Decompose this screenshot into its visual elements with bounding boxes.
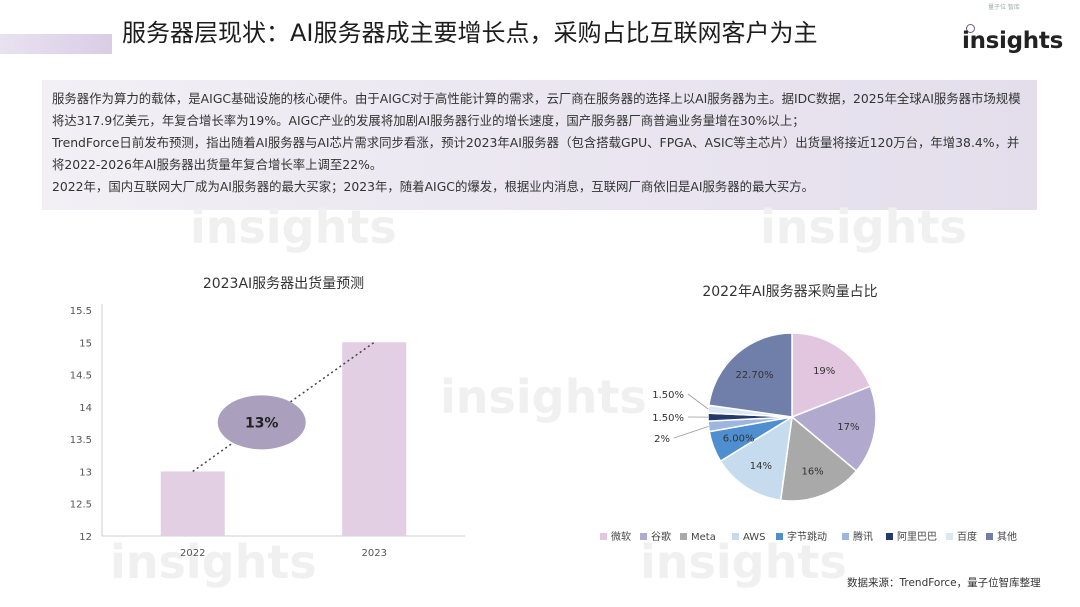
legend-label: 阿里巴巴 — [897, 531, 937, 543]
legend-label: 腾讯 — [853, 530, 873, 543]
legend-swatch — [842, 533, 849, 540]
logo-dot-icon — [966, 24, 975, 33]
bar-2022 — [160, 471, 225, 536]
legend-label: 字节跳动 — [787, 530, 827, 543]
bar-chart-title: 2023AI服务器出货量预测 — [203, 275, 364, 292]
y-tick-label: 13 — [79, 467, 92, 478]
legend-label: AWS — [743, 532, 766, 543]
pie-data-label: 6.00% — [723, 433, 755, 444]
summary-paragraph-3: 2022年，国内互联网大厂成为AI服务器的最大买家；2023年，随着AIGC的爆… — [52, 179, 815, 194]
y-tick-label: 12.5 — [70, 500, 92, 511]
pie-data-label: 1.50% — [652, 413, 684, 424]
logo-subtext: 量子位 智库 — [988, 4, 1020, 11]
pie-slice-微软 — [791, 332, 872, 419]
legend-swatch — [732, 533, 739, 540]
pie-slice-Meta — [779, 415, 858, 502]
y-tick-label: 14 — [79, 403, 92, 414]
pie-data-label: 2% — [654, 434, 670, 445]
source-note: 数据来源：TrendForce，量子位智库整理 — [847, 577, 1041, 589]
legend-label: 谷歌 — [651, 530, 671, 543]
x-tick-label: 2022 — [180, 548, 205, 559]
pie-leader-line — [673, 425, 709, 439]
bar-chart: 2023AI服务器出货量预测 12 12.5 13 13.5 14 14.5 15 15.5 20… — [70, 275, 465, 559]
pie-slice-其他 — [707, 332, 793, 418]
summary-box: 服务器作为算力的载体，是AIGC基础设施的核心硬件。由于AIGC对于高性能计算的… — [42, 80, 1037, 210]
logo-text: insights — [962, 28, 1063, 54]
legend-swatch — [680, 533, 687, 540]
pie-data-label: 22.70% — [735, 370, 773, 381]
pie-data-label: 16% — [801, 466, 823, 477]
pie-slice-谷歌 — [790, 385, 877, 473]
x-tick-label: 2023 — [362, 548, 387, 559]
y-tick-label: 15.5 — [70, 306, 92, 317]
legend-label: 百度 — [957, 530, 977, 543]
y-tick-label: 12 — [79, 532, 92, 543]
legend-label: 微软 — [611, 530, 631, 543]
legend-swatch — [986, 533, 993, 540]
header-accent-bar — [0, 34, 112, 54]
pie-data-label: 14% — [750, 461, 772, 472]
y-tick-label: 15 — [79, 338, 92, 349]
pie-data-label: 1.50% — [652, 390, 684, 401]
legend-label: Meta — [691, 532, 716, 543]
pie-chart: 2022年AI服务器采购量占比 19% 17% 16% 14% 6.00% 2% 1.50% 1… — [600, 284, 1017, 543]
pie-data-label: 19% — [813, 366, 835, 377]
legend-label: 其他 — [997, 530, 1017, 543]
page-title: 服务器层现状：AI服务器成主要增长点，采购占比互联网客户为主 — [122, 19, 818, 47]
growth-ellipse — [217, 395, 306, 450]
insights-logo: insights — [962, 20, 1063, 60]
summary-paragraph-2: TrendForce日前发布预测，指出随着AI服务器与AI芯片需求同步看涨，预计… — [52, 135, 1020, 172]
legend-swatch — [776, 533, 783, 540]
y-tick-label: 13.5 — [70, 435, 92, 446]
pie-leader-line — [687, 393, 709, 410]
legend-swatch — [946, 533, 953, 540]
legend-swatch — [640, 533, 647, 540]
bar-2023 — [342, 342, 407, 536]
growth-label: 13% — [245, 415, 279, 431]
legend-swatch — [600, 533, 607, 540]
summary-paragraph-1: 服务器作为算力的载体，是AIGC基础设施的核心硬件。由于AIGC对于高性能计算的… — [52, 91, 1021, 128]
pie-slice-AWS — [719, 415, 793, 502]
y-tick-label: 14.5 — [70, 371, 92, 382]
legend-swatch — [886, 533, 893, 540]
pie-chart-title: 2022年AI服务器采购量占比 — [702, 284, 877, 300]
pie-data-label: 17% — [837, 422, 859, 433]
